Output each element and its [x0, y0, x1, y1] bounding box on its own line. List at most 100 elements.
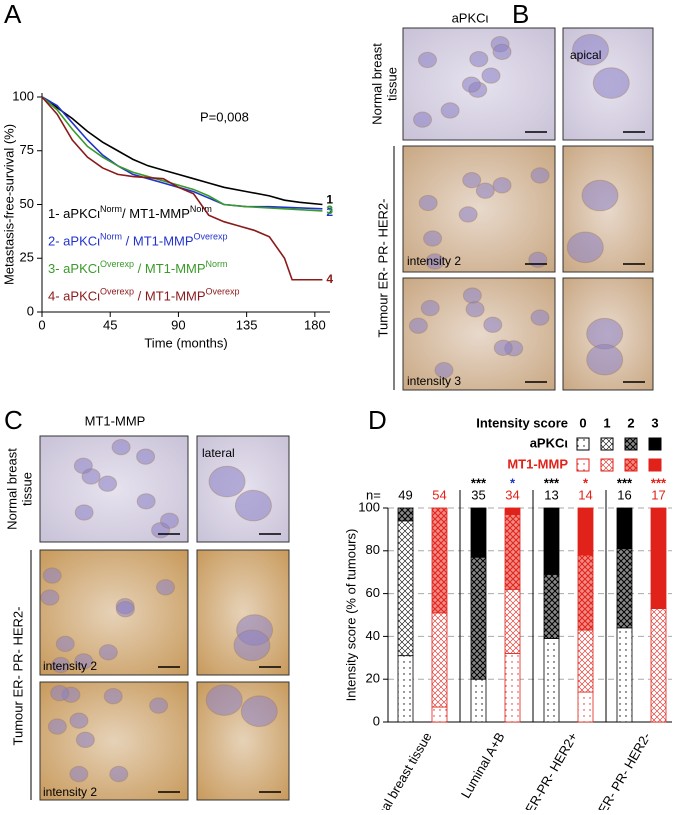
legend-entry: 4- aPKCιOverexp / MT1-MMPOverexp [48, 287, 240, 304]
n-value: 54 [432, 487, 446, 502]
nucleus [440, 102, 460, 119]
panel-letter: D [368, 405, 387, 435]
bar-segment [397, 520, 414, 657]
nucleus [40, 589, 60, 606]
bar-segment [616, 627, 633, 723]
legend-text: 3- aPKCι [48, 261, 100, 276]
y-tick-label: 80 [366, 542, 380, 557]
nucleus [465, 301, 485, 318]
nucleus [408, 317, 428, 334]
bar-segment [504, 514, 521, 590]
micrographs [402, 27, 654, 391]
legend-text: Norm [206, 259, 228, 269]
nucleus [581, 179, 619, 212]
nucleus [425, 253, 445, 270]
y-tick-label: 40 [366, 628, 380, 643]
bar-segment [543, 573, 560, 639]
panel-title: aPKCι [452, 10, 489, 25]
bar-segment [616, 507, 633, 550]
nucleus [413, 111, 433, 128]
bar-segment [504, 507, 521, 515]
survival-curve [41, 96, 323, 206]
curve-end-label: 4 [326, 272, 333, 286]
legend-swatch [600, 437, 614, 451]
y-tick-label: 50 [20, 196, 34, 211]
nucleus [74, 653, 94, 670]
y-tick-label: 75 [20, 142, 34, 157]
n-value: 16 [617, 487, 631, 502]
y-tick-label: 100 [12, 88, 34, 103]
curve-end-label: 3 [326, 203, 333, 217]
legend-text: Overexp [206, 287, 240, 297]
bar-segment [504, 588, 521, 654]
legend-text: Overexp [194, 232, 228, 242]
significance: *** [471, 475, 487, 490]
legend-swatch [624, 458, 638, 472]
annotation: intensity 3 [407, 374, 461, 388]
bar-segment [470, 556, 487, 680]
legend-text: Overexp [100, 287, 134, 297]
panel-letter: B [512, 0, 529, 29]
nucleus [136, 493, 156, 510]
nucleus [55, 635, 75, 653]
curve-end-label: 2 [326, 205, 333, 219]
y-axis-label: Intensity score (% of tumours) [343, 529, 358, 702]
row-label: Tumour ER- PR- HER2- [375, 199, 390, 338]
legend-text: 1- aPKCι [48, 206, 100, 221]
nucleus [418, 194, 438, 212]
bar-segment [616, 548, 633, 629]
significance: *** [617, 475, 633, 490]
n-value: 17 [651, 487, 665, 502]
annotation: intensity 2 [43, 785, 97, 799]
x-tick-label: Normal breast tissue [362, 730, 435, 810]
legend-text: 4- aPKCι [48, 289, 100, 304]
significance: *** [544, 475, 560, 490]
row-label: Normal breast [369, 43, 384, 125]
nucleus [69, 712, 89, 729]
nucleus [417, 51, 437, 69]
nucleus [156, 579, 176, 596]
nucleus [50, 684, 70, 702]
survival-curve [41, 96, 323, 281]
nucleus [47, 718, 67, 735]
legend-score: 3 [651, 415, 658, 430]
legend-entry: 3- aPKCιOverexp / MT1-MMPNorm [48, 259, 228, 276]
nucleus [205, 684, 243, 716]
significance: * [510, 475, 516, 490]
legend-entry: 1- aPKCιNorm/ MT1-MMPNorm [48, 204, 212, 221]
bar-segment [397, 655, 414, 723]
nucleus [528, 251, 548, 268]
y-tick-label: 0 [373, 713, 380, 728]
legend-score: 1 [603, 415, 610, 430]
nucleus [234, 489, 272, 522]
nucleus [69, 765, 89, 783]
legend-text: Norm [100, 232, 122, 242]
n-label: n= [366, 487, 381, 502]
y-tick-label: 60 [366, 585, 380, 600]
nucleus [462, 287, 482, 304]
y-tick-label: 100 [358, 499, 380, 514]
nucleus [136, 448, 156, 465]
x-tick-label: 90 [171, 317, 185, 332]
bar-segment [577, 629, 594, 693]
bar-segment [543, 638, 560, 723]
significance: *** [651, 475, 667, 490]
nucleus [530, 309, 550, 326]
nucleus [75, 731, 95, 748]
legend-swatch [576, 458, 590, 472]
legend-entry: aPKCι [530, 435, 569, 450]
nucleus [103, 688, 123, 705]
nucleus [483, 316, 503, 333]
curve-end-label: 1 [326, 193, 333, 207]
annotation: intensity 2 [43, 659, 97, 673]
n-value: 13 [544, 487, 558, 502]
legend-text: / MT1-MMP [134, 289, 206, 304]
y-tick-label: 0 [27, 303, 34, 318]
legend-swatch [576, 437, 590, 451]
nucleus [240, 695, 278, 728]
n-value: 49 [398, 487, 412, 502]
legend-entry: MT1-MMP [507, 456, 568, 471]
legend-text: / MT1-MMP [122, 206, 190, 221]
